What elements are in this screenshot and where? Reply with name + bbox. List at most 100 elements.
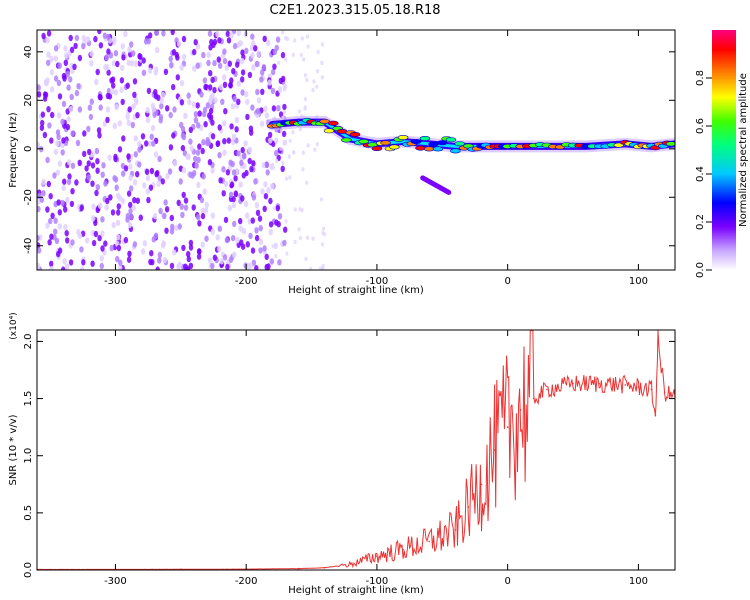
noise-mark [41, 178, 46, 186]
noise-mark [228, 82, 233, 89]
noise-mark [148, 32, 153, 39]
noise-mark [285, 251, 289, 256]
noise-mark [156, 94, 161, 102]
noise-mark [223, 180, 229, 188]
noise-mark [240, 146, 245, 154]
noise-mark [56, 112, 62, 119]
noise-mark [68, 105, 74, 113]
noise-mark [96, 127, 102, 134]
noise-mark [116, 192, 121, 199]
noise-mark [284, 219, 288, 224]
noise-mark [46, 59, 51, 66]
noise-mark [191, 204, 196, 211]
noise-mark [149, 167, 155, 175]
noise-mark [63, 59, 68, 66]
noise-mark [180, 125, 186, 133]
noise-mark [56, 199, 61, 206]
snr-frame [36, 329, 676, 571]
x-tick-label: -300 [104, 576, 127, 587]
noise-mark [262, 205, 267, 212]
noise-mark [291, 130, 295, 135]
spectrogram-xlabel: Height of straight line (km) [288, 285, 424, 296]
noise-mark [102, 120, 107, 127]
noise-mark [53, 55, 58, 62]
noise-mark [41, 32, 46, 40]
x-tick-label: -200 [235, 576, 258, 587]
noise-mark [223, 216, 229, 224]
noise-mark [217, 62, 223, 69]
noise-mark [151, 140, 156, 147]
noise-mark [230, 138, 236, 146]
noise-mark [268, 221, 274, 228]
noise-mark [69, 200, 75, 208]
noise-mark [254, 227, 259, 234]
noise-mark [132, 241, 138, 248]
noise-mark [222, 74, 227, 81]
noise-mark [105, 106, 111, 113]
noise-mark [197, 248, 202, 255]
noise-mark [231, 169, 237, 176]
noise-mark [53, 217, 58, 224]
noise-mark [212, 254, 218, 261]
noise-mark [61, 72, 67, 80]
noise-mark [279, 146, 283, 151]
noise-mark [217, 152, 222, 159]
noise-mark [247, 71, 253, 79]
noise-mark [125, 212, 130, 220]
snr-point [454, 529, 457, 531]
noise-mark [128, 213, 134, 220]
noise-mark [121, 54, 126, 61]
noise-mark [272, 206, 276, 211]
signal-blob [371, 146, 383, 152]
noise-mark [273, 242, 278, 250]
noise-mark [210, 228, 215, 236]
noise-mark [275, 205, 280, 212]
noise-mark [229, 123, 234, 130]
noise-mark [65, 196, 70, 204]
snr-point [624, 384, 627, 386]
noise-mark [208, 70, 213, 77]
noise-mark [183, 204, 189, 211]
noise-mark [103, 63, 108, 71]
noise-mark [116, 203, 122, 210]
noise-mark [200, 241, 205, 248]
noise-mark [127, 221, 133, 229]
noise-mark [115, 60, 120, 68]
snr-point [297, 567, 300, 570]
noise-mark [48, 217, 53, 225]
noise-mark [61, 178, 67, 185]
noise-mark [93, 219, 98, 226]
noise-mark [193, 117, 199, 124]
signal-blob [388, 144, 400, 150]
noise-mark [141, 69, 147, 77]
noise-mark [112, 175, 117, 182]
noise-mark [196, 156, 201, 164]
noise-mark [240, 89, 245, 96]
y-tick-label: 0 [23, 146, 34, 152]
noise-mark [320, 60, 324, 66]
snr-scale-label: (x10⁴) [9, 312, 19, 339]
y-tick-label: 0.5 [23, 505, 34, 521]
noise-mark [103, 240, 108, 247]
noise-mark [275, 36, 281, 43]
noise-mark [131, 204, 136, 212]
spectrogram-frame [36, 29, 676, 271]
noise-mark [81, 259, 86, 266]
noise-mark [259, 76, 264, 83]
noise-mark [42, 95, 48, 102]
noise-mark [253, 178, 258, 185]
noise-mark [100, 245, 105, 252]
snr-point [480, 483, 483, 486]
noise-mark [254, 202, 260, 209]
noise-mark [210, 133, 216, 140]
noise-mark [177, 261, 182, 268]
noise-mark [284, 176, 289, 181]
noise-mark [311, 236, 315, 241]
noise-mark [243, 91, 249, 98]
noise-mark [236, 80, 241, 87]
noise-mark [160, 91, 166, 99]
noise-mark [242, 152, 247, 159]
noise-mark [210, 76, 215, 84]
noise-mark [61, 137, 66, 144]
